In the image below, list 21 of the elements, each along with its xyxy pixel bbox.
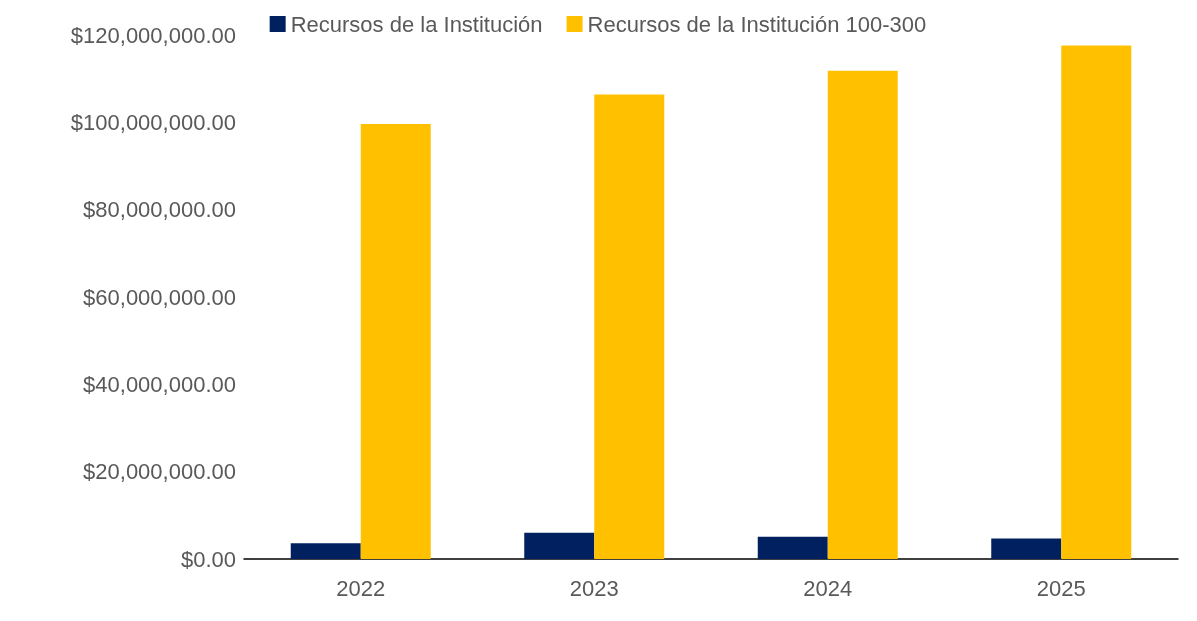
x-tick-label: 2025	[1036, 575, 1086, 601]
y-tick-label: $120,000,000.00	[70, 22, 236, 48]
legend-label: Recursos de la Institución	[290, 11, 543, 37]
bar	[1061, 45, 1132, 559]
bar	[290, 543, 361, 559]
bar	[991, 538, 1062, 559]
bar	[594, 94, 665, 559]
y-tick-label: $0.00	[180, 546, 236, 572]
bar	[524, 532, 595, 559]
y-tick-label: $80,000,000.00	[83, 197, 236, 223]
y-tick-label: $100,000,000.00	[70, 109, 236, 135]
y-tick-label: $40,000,000.00	[83, 371, 236, 397]
bar	[360, 124, 431, 559]
bar	[827, 70, 898, 559]
y-tick-label: $20,000,000.00	[83, 459, 236, 485]
bar	[757, 536, 828, 559]
legend-label: Recursos de la Institución 100-300	[587, 11, 927, 37]
y-tick-label: $60,000,000.00	[83, 284, 236, 310]
x-tick-label: 2022	[336, 575, 386, 601]
x-tick-label: 2023	[569, 575, 619, 601]
x-tick-label: 2024	[803, 575, 853, 601]
